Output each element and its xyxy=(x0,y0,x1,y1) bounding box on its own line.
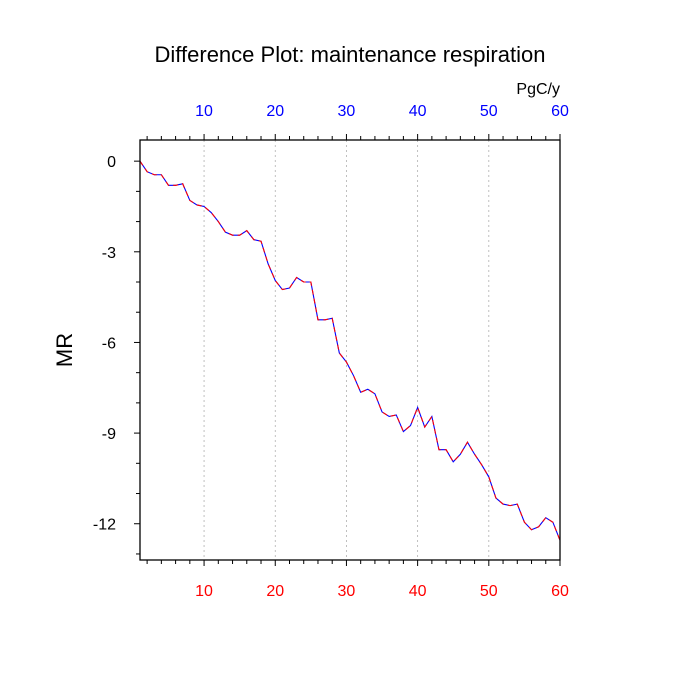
y-tick-label-0: 0 xyxy=(107,154,116,171)
y-tick-label--12: -12 xyxy=(93,517,116,534)
series-line-0 xyxy=(139,160,561,541)
x-tick-label-top-20: 20 xyxy=(266,103,284,120)
grid-lines xyxy=(203,140,490,560)
y-tick-label--3: -3 xyxy=(102,245,116,262)
series-line-0-overlay xyxy=(139,160,561,541)
series-lines xyxy=(139,160,561,541)
x-tick-label-top-50: 50 xyxy=(480,103,498,120)
x-tick-label-bottom-40: 40 xyxy=(409,583,427,600)
x-tick-label-bottom-30: 30 xyxy=(338,583,356,600)
x-tick-label-top-30: 30 xyxy=(338,103,356,120)
y-axis-label: MR xyxy=(52,333,77,367)
x-tick-label-bottom-20: 20 xyxy=(266,583,284,600)
tick-labels: 10 20 30 40 50 60 10 20 30 40 50 60 0 -3 -6 -9 -12 xyxy=(93,103,569,600)
units-label: PgC/y xyxy=(516,81,560,98)
y-tick-label--9: -9 xyxy=(102,426,116,443)
x-tick-label-bottom-60: 60 xyxy=(551,583,569,600)
axis-ticks xyxy=(134,134,561,566)
chart-title: Difference Plot: maintenance respiration xyxy=(155,42,546,67)
x-tick-label-bottom-10: 10 xyxy=(195,583,213,600)
x-tick-label-top-60: 60 xyxy=(551,103,569,120)
plot-frame xyxy=(139,139,561,561)
x-tick-label-top-10: 10 xyxy=(195,103,213,120)
x-tick-label-bottom-50: 50 xyxy=(480,583,498,600)
y-tick-label--6: -6 xyxy=(102,335,116,352)
x-tick-label-top-40: 40 xyxy=(409,103,427,120)
